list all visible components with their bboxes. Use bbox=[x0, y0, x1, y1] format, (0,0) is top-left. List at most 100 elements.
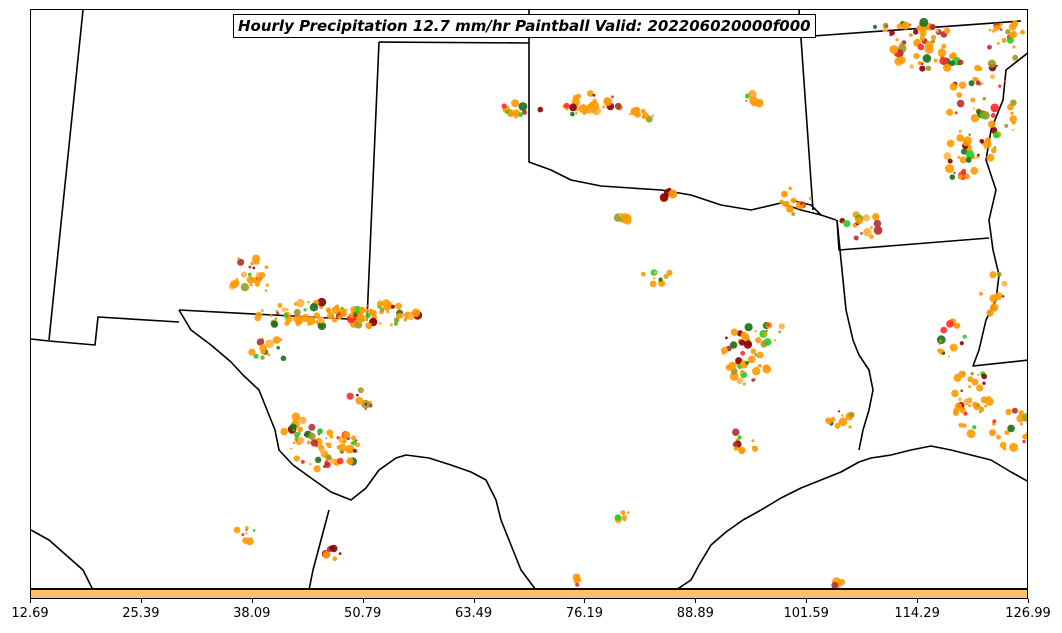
precip-dot bbox=[952, 410, 959, 417]
precip-dot bbox=[1009, 32, 1016, 39]
precip-dot bbox=[325, 454, 332, 461]
precip-dot bbox=[752, 445, 755, 449]
precip-dot bbox=[972, 107, 976, 110]
precip-dot bbox=[264, 289, 268, 292]
precip-dot bbox=[783, 200, 790, 208]
precip-dot bbox=[977, 153, 980, 157]
precip-dot bbox=[895, 38, 899, 42]
precip-dot bbox=[332, 317, 338, 323]
precip-dot bbox=[872, 213, 880, 221]
precip-dot bbox=[953, 171, 956, 174]
precip-dot bbox=[233, 526, 241, 534]
precip-dot bbox=[570, 111, 575, 117]
precip-dot bbox=[382, 299, 391, 308]
precip-dot bbox=[252, 529, 256, 532]
precip-dot bbox=[896, 23, 903, 30]
precip-dot bbox=[240, 271, 248, 278]
precip-dot bbox=[264, 265, 269, 270]
precip-dot bbox=[733, 446, 739, 451]
precip-dot bbox=[924, 45, 934, 54]
precip-dot bbox=[283, 313, 289, 319]
precip-dot bbox=[765, 329, 768, 332]
border-mexico-central bbox=[308, 509, 330, 588]
precip-dot bbox=[981, 111, 990, 120]
precip-dot bbox=[968, 378, 971, 382]
precip-dot bbox=[342, 431, 351, 439]
precip-dot bbox=[760, 340, 768, 348]
precip-dot bbox=[1010, 99, 1017, 106]
precip-dot bbox=[957, 59, 964, 66]
precip-dot bbox=[989, 429, 996, 437]
precip-dot bbox=[345, 309, 348, 312]
precip-dot bbox=[898, 56, 906, 64]
precip-dot bbox=[507, 111, 514, 118]
precip-dot bbox=[297, 426, 304, 432]
precip-dot bbox=[256, 338, 265, 346]
precip-dot bbox=[956, 99, 965, 108]
precip-dot bbox=[280, 355, 287, 362]
precip-dot bbox=[838, 578, 845, 586]
precip-dot bbox=[979, 409, 982, 412]
precip-dot bbox=[265, 340, 269, 343]
precip-dot bbox=[340, 310, 347, 318]
precip-dot bbox=[756, 351, 764, 359]
precip-dot bbox=[360, 389, 364, 393]
precip-dot bbox=[281, 307, 287, 312]
precip-dot bbox=[237, 257, 240, 260]
border-mississippi bbox=[972, 52, 1027, 367]
precip-dot bbox=[841, 414, 844, 417]
precip-dot bbox=[1003, 79, 1007, 83]
precip-dot bbox=[252, 266, 256, 270]
precip-dot bbox=[882, 27, 888, 33]
border-ar-la bbox=[836, 219, 990, 251]
precip-dot bbox=[929, 24, 936, 31]
precip-dot bbox=[309, 463, 312, 466]
precip-dot bbox=[272, 336, 281, 344]
precip-dot bbox=[260, 355, 265, 360]
precip-dot bbox=[1022, 413, 1027, 422]
precip-dot bbox=[642, 112, 649, 119]
precip-dot bbox=[758, 364, 762, 368]
precip-dot bbox=[922, 54, 932, 63]
precip-dot bbox=[990, 74, 995, 80]
precip-dot bbox=[725, 364, 732, 371]
precip-dot bbox=[241, 533, 245, 537]
precip-dot bbox=[831, 581, 839, 588]
precip-dot bbox=[366, 304, 368, 307]
precip-dot bbox=[296, 298, 305, 308]
precip-dot bbox=[1004, 123, 1009, 128]
precip-dot bbox=[342, 439, 347, 444]
precip-dot bbox=[984, 137, 991, 144]
precip-dot bbox=[773, 339, 777, 342]
colorbar-tick-label: 25.39 bbox=[122, 606, 160, 621]
precip-dot bbox=[909, 64, 914, 69]
precip-dot bbox=[962, 139, 970, 147]
precip-dot bbox=[649, 280, 657, 288]
precip-dot bbox=[730, 328, 739, 336]
precip-dot bbox=[574, 576, 582, 583]
precip-dot bbox=[750, 91, 756, 97]
precip-dot bbox=[338, 443, 347, 452]
precip-dot bbox=[518, 112, 523, 118]
precip-dot bbox=[786, 205, 794, 213]
precip-dot bbox=[732, 428, 740, 437]
precip-dot bbox=[999, 441, 1007, 449]
precip-dot bbox=[987, 44, 992, 50]
colorbar-tick bbox=[917, 599, 919, 603]
precip-dot bbox=[364, 308, 370, 314]
precip-dot bbox=[949, 343, 958, 352]
precip-dot bbox=[614, 514, 622, 521]
precip-dot bbox=[834, 422, 841, 429]
colorbar-tick-label: 38.09 bbox=[233, 606, 271, 621]
precip-dot bbox=[393, 321, 398, 326]
precip-dot bbox=[338, 552, 342, 555]
precip-dot bbox=[972, 425, 977, 430]
precip-dot bbox=[919, 17, 929, 27]
precip-dot bbox=[740, 331, 748, 340]
precip-dot bbox=[1011, 128, 1014, 131]
precip-dot bbox=[735, 357, 743, 365]
precip-dot bbox=[307, 301, 310, 304]
precip-dot bbox=[940, 326, 948, 334]
precip-dot bbox=[280, 427, 288, 436]
precip-dot bbox=[974, 64, 981, 72]
